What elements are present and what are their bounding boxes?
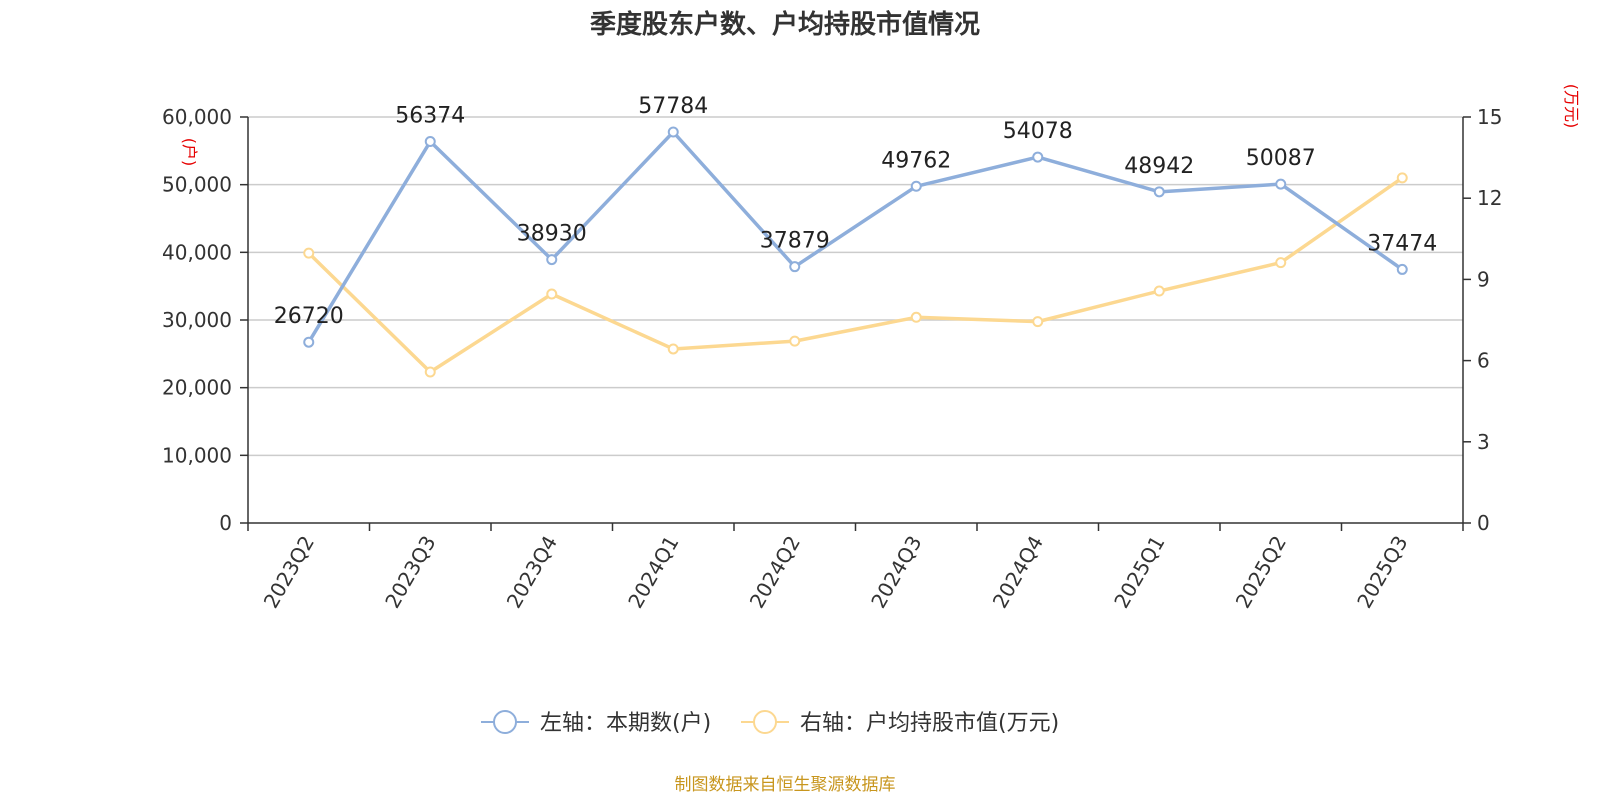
legend-label: 左轴：本期数(户)	[540, 711, 711, 736]
x-axis-tick-label: 2023Q4	[502, 532, 562, 613]
left-axis-tick-label: 10,000	[162, 443, 232, 467]
right-axis-unit: (万元)	[1562, 84, 1581, 129]
right-axis-tick-label: 15	[1477, 105, 1502, 129]
x-axis-tick-label: 2025Q2	[1231, 532, 1291, 613]
axes: 0 10,000 20,000 30,000 40,000 50,000 60,000 0 3 6…	[162, 105, 1502, 612]
x-axis-tick-label: 2024Q4	[988, 532, 1048, 613]
data-point	[546, 254, 558, 266]
data-label: 57784	[638, 94, 708, 119]
data-point	[303, 336, 315, 348]
legend-marker	[493, 710, 517, 734]
left-axis-tick-label: 50,000	[162, 173, 232, 197]
data-point	[1153, 285, 1165, 297]
data-label: 26720	[274, 304, 344, 329]
data-point	[910, 180, 922, 192]
series-layer	[303, 126, 1408, 378]
left-axis-tick-label: 60,000	[162, 105, 232, 129]
series-line	[307, 130, 1404, 344]
legend-marker	[753, 710, 777, 734]
right-axis-tick-label: 12	[1477, 186, 1502, 210]
data-point	[424, 136, 436, 148]
chart-title: 季度股东户数、户均持股市值情况	[590, 9, 980, 40]
x-axis-tick-label: 2024Q2	[745, 532, 805, 613]
x-axis-tick-label: 2025Q3	[1352, 532, 1412, 613]
right-axis-tick-label: 6	[1477, 349, 1490, 373]
data-labels: 26720 56374 38930 57784 37879 49762 54078 48942…	[274, 94, 1438, 329]
data-label: 48942	[1124, 154, 1194, 179]
x-axis-tick-label: 2023Q2	[259, 532, 319, 613]
source-note: 制图数据来自恒生聚源数据库	[675, 775, 896, 795]
x-axis-tick-label: 2023Q3	[380, 532, 440, 613]
data-label: 38930	[517, 222, 587, 247]
right-axis-tick-label: 3	[1477, 430, 1490, 454]
left-axis-unit: (户)	[180, 138, 199, 167]
data-point	[667, 126, 679, 138]
grid-lines	[248, 116, 1463, 457]
left-axis-tick-label: 30,000	[162, 308, 232, 332]
right-axis-tick-label: 0	[1477, 511, 1490, 535]
data-point	[1153, 186, 1165, 198]
data-label: 37474	[1367, 231, 1437, 256]
left-axis-tick-label: 20,000	[162, 376, 232, 400]
x-axis-tick-label: 2024Q1	[623, 532, 683, 613]
data-point	[1275, 257, 1287, 269]
data-point	[303, 247, 315, 259]
data-label: 54078	[1003, 119, 1073, 144]
x-axis-tick-label: 2024Q3	[866, 532, 926, 613]
data-label: 50087	[1246, 146, 1316, 171]
x-axis-tick-label: 2025Q1	[1109, 532, 1169, 613]
left-axis-tick-label: 0	[219, 511, 232, 535]
data-point	[789, 335, 801, 347]
right-axis-tick-label: 9	[1477, 267, 1490, 291]
data-label: 49762	[881, 148, 951, 173]
data-point	[1032, 151, 1044, 163]
data-point	[546, 288, 558, 300]
legend: 左轴：本期数(户) 右轴：户均持股市值(万元)	[481, 710, 1059, 736]
data-point	[424, 366, 436, 378]
data-label: 56374	[395, 104, 465, 129]
legend-label: 右轴：户均持股市值(万元)	[800, 711, 1059, 736]
data-point	[789, 261, 801, 273]
data-point	[1275, 178, 1287, 190]
data-point	[1396, 172, 1408, 184]
data-label: 37879	[760, 229, 830, 254]
data-point	[1032, 316, 1044, 328]
left-axis-tick-label: 40,000	[162, 240, 232, 264]
data-point	[1396, 263, 1408, 275]
data-point	[910, 311, 922, 323]
data-point	[667, 343, 679, 355]
series-line	[307, 176, 1404, 374]
